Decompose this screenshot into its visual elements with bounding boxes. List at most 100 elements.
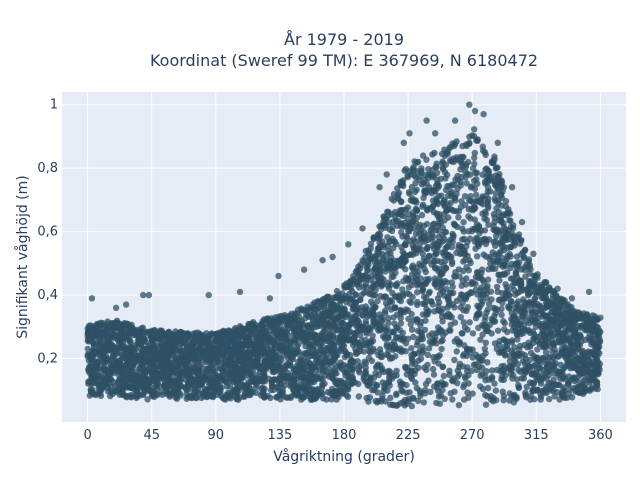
data-point	[394, 185, 400, 191]
data-point	[356, 367, 362, 373]
data-point	[119, 379, 125, 385]
data-point	[535, 290, 541, 296]
data-point	[400, 213, 406, 219]
data-point	[543, 361, 549, 367]
data-point	[97, 352, 103, 358]
data-point	[427, 389, 433, 395]
data-point	[95, 372, 101, 378]
data-point	[163, 372, 169, 378]
data-point	[172, 349, 178, 355]
data-point	[522, 267, 528, 273]
data-point	[207, 364, 213, 370]
data-point	[483, 165, 489, 171]
data-point	[390, 314, 396, 320]
data-point	[551, 393, 557, 399]
data-point	[111, 351, 117, 357]
data-point	[594, 316, 600, 322]
data-point	[375, 361, 381, 367]
data-point	[358, 327, 364, 333]
data-point	[380, 213, 386, 219]
data-point	[431, 371, 437, 377]
data-point	[94, 323, 100, 329]
data-point	[538, 338, 544, 344]
data-point	[334, 352, 340, 358]
data-point	[389, 341, 395, 347]
data-point	[582, 369, 588, 375]
data-point	[446, 372, 452, 378]
data-point	[355, 310, 361, 316]
data-point	[492, 196, 498, 202]
data-point	[459, 143, 465, 149]
data-point	[242, 341, 248, 347]
data-point	[588, 377, 594, 383]
data-point	[420, 251, 426, 257]
data-point	[451, 208, 457, 214]
data-point	[453, 250, 459, 256]
data-point	[180, 347, 186, 353]
data-point	[414, 385, 420, 391]
data-point	[465, 395, 471, 401]
data-point	[151, 392, 157, 398]
data-point	[447, 183, 453, 189]
data-point	[299, 322, 305, 328]
data-point	[376, 372, 382, 378]
data-point	[566, 391, 572, 397]
data-point	[518, 279, 524, 285]
data-point	[511, 287, 517, 293]
data-point	[436, 393, 442, 399]
data-point	[477, 383, 483, 389]
data-point	[297, 362, 303, 368]
data-point	[92, 361, 98, 367]
data-point	[337, 363, 343, 369]
data-point	[509, 231, 515, 237]
data-point	[348, 316, 354, 322]
data-point	[417, 393, 423, 399]
data-point	[516, 346, 522, 352]
data-point	[308, 325, 314, 331]
data-point	[482, 346, 488, 352]
data-point	[497, 259, 503, 265]
data-point	[137, 341, 143, 347]
data-point	[413, 231, 419, 237]
data-point	[538, 307, 544, 313]
data-point	[381, 384, 387, 390]
data-point	[498, 363, 504, 369]
data-point	[400, 399, 406, 405]
data-point	[488, 173, 494, 179]
data-point	[516, 385, 522, 391]
data-point	[362, 342, 368, 348]
data-point	[442, 169, 448, 175]
data-point	[493, 182, 499, 188]
data-point	[427, 289, 433, 295]
data-point	[590, 369, 596, 375]
data-point	[439, 158, 445, 164]
data-point	[533, 356, 539, 362]
data-point	[300, 395, 306, 401]
data-point	[479, 322, 485, 328]
data-point	[211, 372, 217, 378]
data-point	[195, 386, 201, 392]
data-point	[488, 289, 494, 295]
data-point	[233, 389, 239, 395]
data-point	[552, 304, 558, 310]
data-point	[321, 328, 327, 334]
data-point	[138, 330, 144, 336]
data-point	[416, 335, 422, 341]
data-point	[483, 310, 489, 316]
data-point	[595, 325, 601, 331]
data-point	[560, 366, 566, 372]
data-point	[115, 338, 121, 344]
data-point	[596, 332, 602, 338]
data-point	[533, 388, 539, 394]
data-point	[272, 342, 278, 348]
data-point	[499, 374, 505, 380]
data-point	[547, 329, 553, 335]
data-point	[380, 257, 386, 263]
data-point	[392, 304, 398, 310]
data-point	[271, 319, 277, 325]
data-point	[496, 250, 502, 256]
data-point	[239, 326, 245, 332]
data-point	[422, 318, 428, 324]
data-point	[449, 244, 455, 250]
data-point	[495, 272, 501, 278]
